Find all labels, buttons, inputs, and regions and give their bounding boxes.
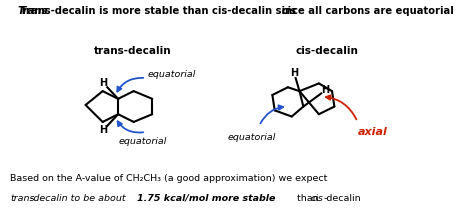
Text: trans: trans (10, 194, 35, 203)
Text: Trans-decalin is more stable than cis-decalin since all carbons are equatorial: Trans-decalin is more stable than cis-de… (20, 6, 454, 16)
Text: cis-decalin: cis-decalin (295, 46, 358, 56)
Text: Trans: Trans (18, 6, 48, 16)
Text: H: H (100, 125, 108, 135)
Text: cis: cis (282, 6, 297, 16)
Text: -decalin: -decalin (323, 194, 361, 203)
Text: Based on the A-value of CH₂CH₃ (a good approximation) we expect: Based on the A-value of CH₂CH₃ (a good a… (10, 174, 328, 183)
Text: than: than (294, 194, 321, 203)
Text: equatorial: equatorial (227, 134, 276, 143)
Text: H: H (290, 68, 298, 78)
Text: H: H (321, 85, 329, 95)
Text: -decalin to be about: -decalin to be about (30, 194, 128, 203)
Text: cis: cis (310, 194, 323, 203)
Text: trans-decalin: trans-decalin (94, 46, 172, 56)
Text: equatorial: equatorial (119, 137, 167, 146)
Text: 1.75 kcal/mol more stable: 1.75 kcal/mol more stable (137, 194, 276, 203)
Text: equatorial: equatorial (147, 70, 196, 79)
Text: H: H (100, 78, 108, 88)
Text: axial: axial (357, 127, 388, 137)
